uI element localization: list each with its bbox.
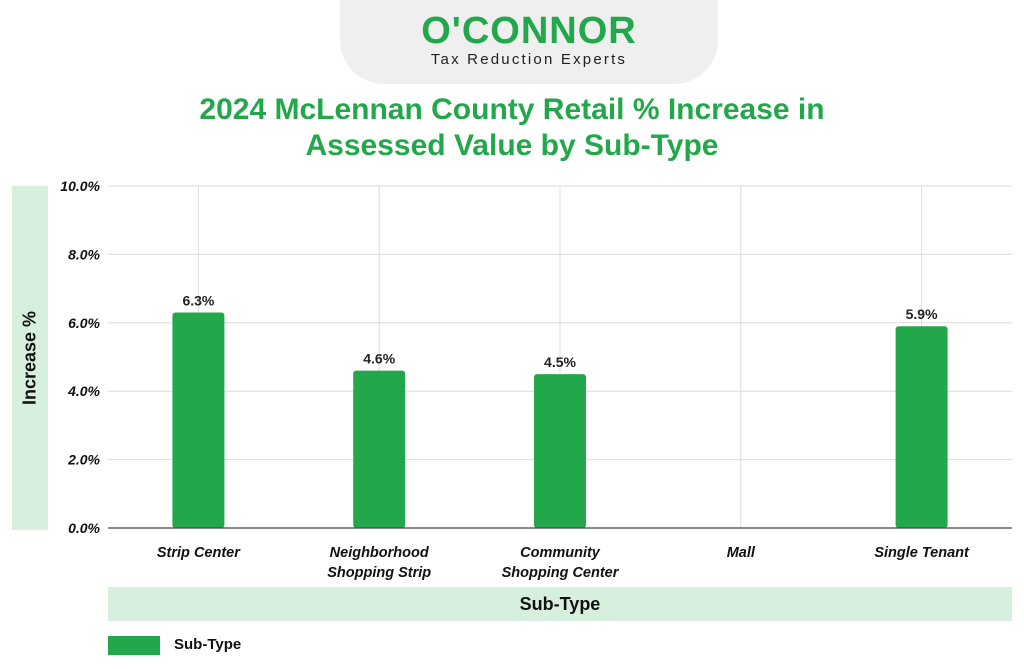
data-label: 4.6%	[363, 351, 395, 367]
y-axis-label-band	[12, 186, 48, 530]
y-tick-label: 4.0%	[67, 383, 100, 399]
bar	[353, 370, 406, 528]
y-tick-label: 8.0%	[68, 246, 100, 262]
logo-banner: O'CONNOR Tax Reduction Experts	[340, 0, 718, 84]
bar	[895, 326, 948, 528]
y-tick-label: 0.0%	[68, 520, 100, 536]
data-label: 4.5%	[544, 354, 576, 370]
x-axis-label: Sub-Type	[108, 587, 1012, 621]
x-tick-label: Mall	[727, 545, 756, 561]
legend-label: Sub-Type	[174, 636, 242, 653]
x-tick-label: Single Tenant	[874, 545, 970, 561]
y-tick-label: 2.0%	[67, 452, 100, 468]
chart-title: 2024 McLennan County Retail % Increase i…	[112, 92, 912, 164]
logo-wordmark: O'CONNOR	[421, 10, 637, 52]
x-tick-label: Strip Center	[157, 545, 241, 561]
bar	[534, 374, 586, 528]
legend-swatch	[108, 636, 160, 655]
logo-tagline: Tax Reduction Experts	[430, 51, 628, 68]
y-tick-label: 6.0%	[68, 315, 100, 331]
bar	[172, 312, 225, 528]
chart-title-line-2: Assessed Value by Sub-Type	[305, 129, 719, 162]
x-tick-label: Community Shopping Center	[502, 545, 620, 581]
chart-title-line-1: 2024 McLennan County Retail % Increase i…	[199, 93, 825, 126]
data-label: 6.3%	[182, 293, 214, 309]
data-label: 5.9%	[906, 306, 938, 322]
y-tick-label: 10.0%	[60, 178, 100, 194]
x-tick-label: Neighborhood Shopping Strip	[327, 545, 431, 581]
